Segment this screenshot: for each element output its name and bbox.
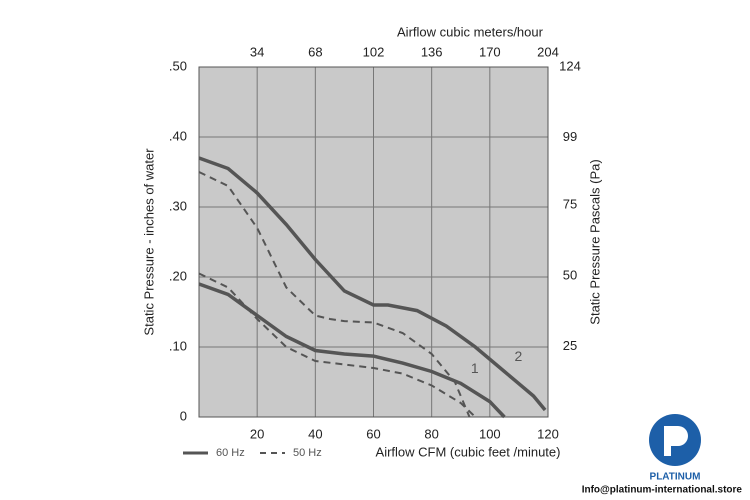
x-tick-label: 120 bbox=[537, 426, 559, 441]
y-tick-label: .40 bbox=[169, 128, 187, 143]
y-tick-label: .30 bbox=[169, 198, 187, 213]
legend-label: 60 Hz bbox=[216, 447, 245, 459]
legend-label: 50 Hz bbox=[293, 447, 322, 459]
plot-border bbox=[198, 66, 549, 418]
logo-mark bbox=[664, 426, 688, 456]
curve bbox=[198, 171, 471, 418]
curve bbox=[198, 282, 506, 419]
logo-email: Info@platinum-international.store bbox=[582, 485, 743, 496]
x2-tick-label: 136 bbox=[421, 44, 443, 59]
x-tick-label: 40 bbox=[308, 426, 322, 441]
y2-tick-label: 75 bbox=[563, 197, 577, 212]
y-tick-label: .50 bbox=[169, 58, 187, 73]
x-tick-label: 80 bbox=[424, 426, 438, 441]
x-tick-label: 60 bbox=[366, 426, 380, 441]
x2-axis-title: Airflow cubic meters/hour bbox=[397, 24, 544, 39]
x2-tick-label: 170 bbox=[479, 44, 501, 59]
curve bbox=[198, 156, 547, 412]
y2-tick-label: 50 bbox=[563, 267, 577, 282]
x-axis-title: Airflow CFM (cubic feet /minute) bbox=[376, 444, 561, 459]
y-tick-label: .20 bbox=[169, 268, 187, 283]
y2-tick-label: 99 bbox=[563, 129, 577, 144]
logo-brand: PLATINUM bbox=[650, 472, 701, 483]
x2-tick-label: 34 bbox=[250, 44, 264, 59]
x2-tick-label: 68 bbox=[308, 44, 322, 59]
logo: PLATINUM Info@platinum-international.sto… bbox=[582, 414, 743, 496]
y-axis-title: Static Pressure - inches of water bbox=[141, 148, 156, 336]
curve-label: 1 bbox=[471, 360, 479, 376]
x-tick-label: 20 bbox=[250, 426, 264, 441]
y-tick-label: .10 bbox=[169, 338, 187, 353]
x2-tick-label: 102 bbox=[363, 44, 385, 59]
y2-tick-label: 25 bbox=[563, 338, 577, 353]
y2-tick-label: 124 bbox=[559, 58, 581, 73]
x2-tick-label: 204 bbox=[537, 44, 559, 59]
x-tick-label: 100 bbox=[479, 426, 501, 441]
curve bbox=[198, 272, 476, 418]
y-tick-label: 0 bbox=[180, 408, 187, 423]
y2-axis-title: Static Pressure Pascals (Pa) bbox=[587, 159, 602, 324]
curve-label: 2 bbox=[514, 348, 522, 364]
